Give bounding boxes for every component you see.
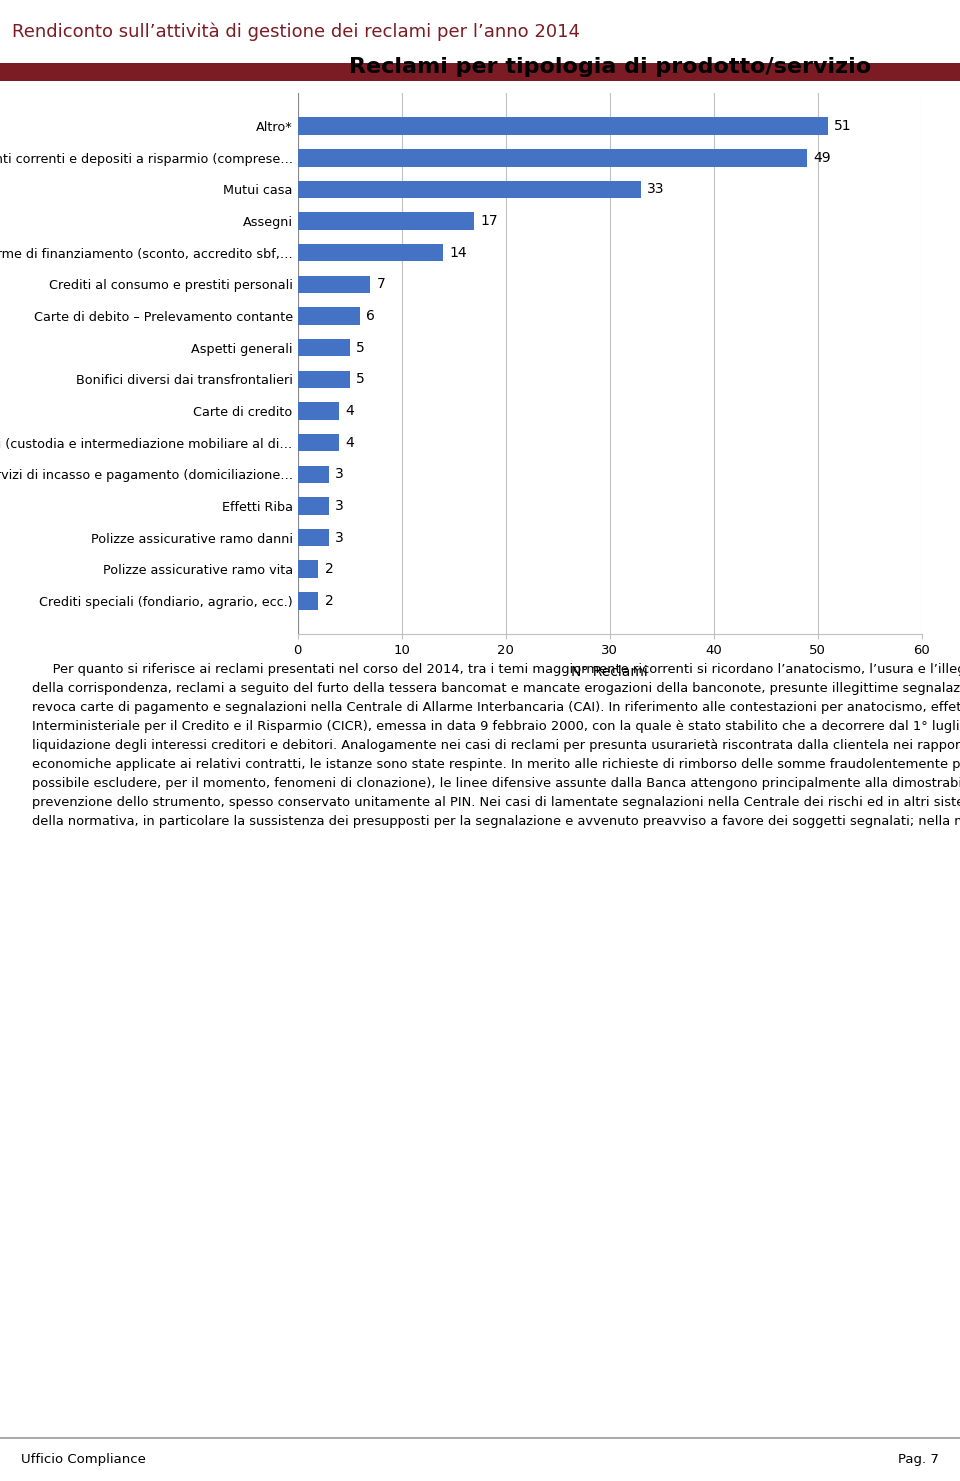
Bar	[298, 275, 371, 293]
Bar	[298, 150, 807, 166]
Text: 4: 4	[346, 435, 354, 450]
Bar	[298, 403, 339, 419]
Text: Rendiconto sull’attività di gestione dei reclami per l’anno 2014: Rendiconto sull’attività di gestione dei…	[12, 22, 580, 41]
Text: Per quanto si riferisce ai reclami presentati nel corso del 2014, tra i temi mag: Per quanto si riferisce ai reclami prese…	[32, 663, 960, 828]
Text: 5: 5	[356, 341, 365, 354]
Text: 33: 33	[647, 182, 664, 197]
Bar	[298, 498, 328, 514]
Bar	[298, 370, 349, 388]
Bar	[298, 529, 328, 546]
Text: 2: 2	[324, 594, 333, 607]
Bar	[298, 181, 641, 198]
Text: 14: 14	[449, 246, 468, 259]
Text: 3: 3	[335, 499, 344, 512]
Title: Reclami per tipologia di prodotto/servizio: Reclami per tipologia di prodotto/serviz…	[348, 58, 871, 77]
Bar	[298, 560, 319, 578]
Text: 7: 7	[376, 277, 385, 292]
Text: 5: 5	[356, 372, 365, 387]
Text: Ufficio Compliance: Ufficio Compliance	[21, 1453, 146, 1466]
Text: 51: 51	[834, 118, 852, 133]
X-axis label: N° Reclami: N° Reclami	[571, 665, 648, 680]
Bar	[298, 592, 319, 610]
Bar	[0, 64, 960, 81]
Bar	[298, 339, 349, 357]
Bar	[298, 434, 339, 452]
Text: 3: 3	[335, 468, 344, 481]
Text: 2: 2	[324, 563, 333, 576]
Bar	[0, 1437, 960, 1438]
Text: 3: 3	[335, 530, 344, 545]
Text: Pag. 7: Pag. 7	[898, 1453, 939, 1466]
Text: 6: 6	[367, 310, 375, 323]
Bar	[298, 465, 328, 483]
Bar	[298, 117, 828, 135]
Bar	[298, 212, 474, 230]
Text: 49: 49	[813, 151, 831, 164]
Text: 17: 17	[481, 215, 498, 228]
Bar	[298, 308, 360, 324]
Bar	[298, 244, 444, 262]
Text: 4: 4	[346, 404, 354, 418]
